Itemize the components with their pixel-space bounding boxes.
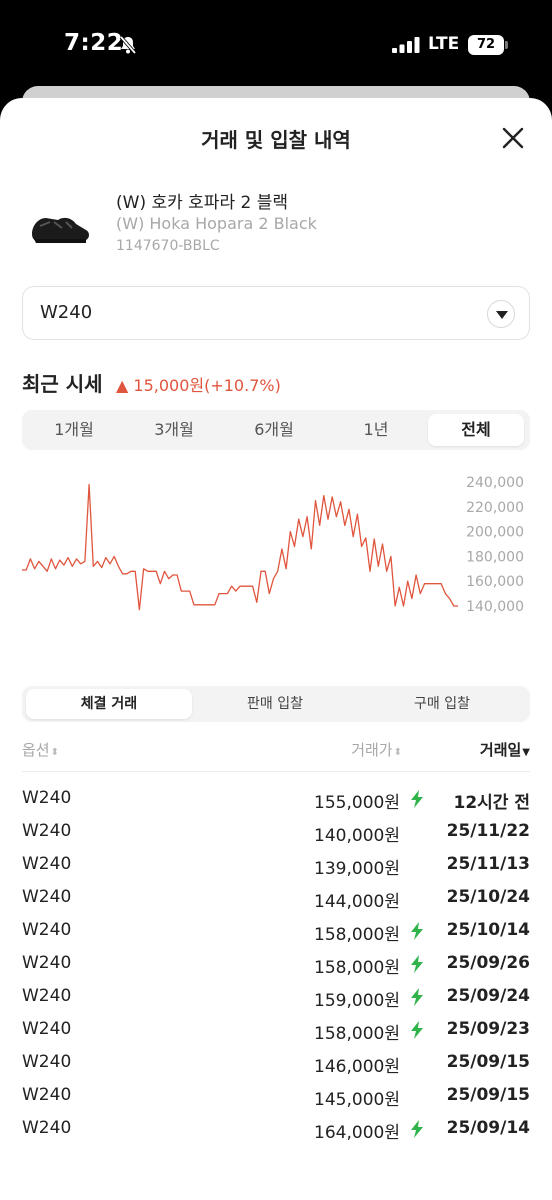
cell-date: 25/10/14 (446, 920, 530, 940)
cell-price: 158,000원 (314, 1024, 400, 1044)
tab-buy-bids[interactable]: 구매 입찰 (414, 696, 470, 712)
lightning-icon (411, 1021, 423, 1039)
y-tick-label: 220,000 (466, 500, 524, 516)
size-select[interactable]: W240 (22, 286, 530, 340)
cell-price: 145,000원 (314, 1090, 400, 1110)
cell-date: 25/09/14 (446, 1118, 530, 1138)
tab-1-year[interactable]: 1년 (363, 420, 389, 439)
period-tabs: 1개월 3개월 6개월 1년 전체 (22, 410, 530, 450)
bell-slash-icon (119, 35, 137, 55)
tab-1-month[interactable]: 1개월 (54, 420, 94, 439)
lightning-icon (411, 922, 423, 940)
y-tick-label: 180,000 (466, 549, 524, 565)
price-change: ▲ 15,000원(+10.7%) (116, 376, 281, 395)
lightning-icon (411, 790, 423, 808)
product-name-english: (W) Hoka Hopara 2 Black (116, 214, 317, 233)
header-price[interactable]: 거래가⬍ (351, 739, 402, 760)
cell-date: 25/09/15 (446, 1085, 530, 1105)
trade-tabs: 체결 거래 판매 입찰 구매 입찰 (22, 686, 530, 722)
product-name-korean: (W) 호카 호파라 2 블랙 (116, 193, 288, 213)
lightning-icon (411, 1120, 423, 1138)
cell-date: 25/09/15 (446, 1052, 530, 1072)
table-row: W240 158,000원 25/09/26 (22, 948, 530, 981)
tab-6-months[interactable]: 6개월 (254, 420, 294, 439)
table-header: 옵션⬍ 거래가⬍ 거래일▼ (22, 732, 530, 772)
cell-date: 25/10/24 (446, 887, 530, 907)
lightning-icon (411, 955, 423, 973)
header-date[interactable]: 거래일▼ (480, 739, 530, 760)
price-series-line (22, 483, 458, 611)
tab-3-months[interactable]: 3개월 (154, 420, 194, 439)
header-date-label: 거래일 (479, 741, 522, 759)
table-row: W240 146,000원 25/09/15 (22, 1047, 530, 1080)
sheet-title: 거래 및 입찰 내역 (201, 128, 351, 152)
cell-price: 146,000원 (314, 1057, 400, 1077)
product-code: 1147670-BBLC (116, 238, 220, 254)
cell-option: W240 (22, 953, 72, 973)
status-bar: 7:22 LTE 72 (0, 0, 552, 90)
y-tick-label: 140,000 (466, 599, 524, 615)
cell-price: 159,000원 (314, 991, 400, 1011)
table-row: W240 159,000원 25/09/24 (22, 981, 530, 1014)
chevron-down-icon[interactable] (487, 300, 515, 328)
table-row: W240 140,000원 25/11/22 (22, 816, 530, 849)
cell-option: W240 (22, 1052, 72, 1072)
trade-table: W240 155,000원 12시간 전 W240 140,000원 25/11/22 W2… (22, 783, 530, 1146)
sort-desc-icon: ▼ (522, 747, 530, 758)
table-row: W240 139,000원 25/11/13 (22, 849, 530, 882)
cell-price: 155,000원 (314, 793, 400, 813)
tab-completed-trades[interactable]: 체결 거래 (26, 689, 192, 719)
cell-date: 25/09/24 (446, 986, 530, 1006)
sort-icon: ⬍ (393, 747, 402, 758)
recent-price-title: 최근 시세 (22, 372, 103, 396)
cell-date: 25/09/23 (446, 1019, 530, 1039)
cell-option: W240 (22, 920, 72, 940)
signal-icon (392, 37, 420, 53)
y-tick-label: 240,000 (466, 475, 524, 491)
cell-option: W240 (22, 821, 72, 841)
size-select-value: W240 (40, 302, 93, 323)
cell-date: 25/11/13 (446, 854, 530, 874)
cell-option: W240 (22, 1019, 72, 1039)
table-row: W240 155,000원 12시간 전 (22, 783, 530, 816)
tab-all[interactable]: 전체 (428, 414, 524, 446)
table-row: W240 158,000원 25/09/23 (22, 1014, 530, 1047)
cell-date: 12시간 전 (453, 793, 531, 813)
cell-price: 164,000원 (314, 1123, 400, 1143)
cell-price: 140,000원 (314, 826, 400, 846)
cell-option: W240 (22, 854, 72, 874)
cell-price: 144,000원 (314, 892, 400, 912)
cell-option: W240 (22, 986, 72, 1006)
cell-date: 25/11/22 (446, 821, 530, 841)
close-icon[interactable] (500, 125, 526, 151)
cell-option: W240 (22, 887, 72, 907)
lightning-icon (411, 988, 423, 1006)
cell-price: 158,000원 (314, 925, 400, 945)
battery-icon: 72 (468, 35, 508, 55)
table-row: W240 144,000원 25/10/24 (22, 882, 530, 915)
status-time: 7:22 (64, 30, 124, 56)
table-row: W240 164,000원 25/09/14 (22, 1113, 530, 1146)
product-image (32, 217, 89, 243)
table-row: W240 158,000원 25/10/14 (22, 915, 530, 948)
tab-sell-bids[interactable]: 판매 입찰 (247, 696, 303, 712)
sort-icon: ⬍ (50, 747, 59, 758)
header-option-label: 옵션 (22, 741, 50, 759)
y-tick-label: 160,000 (466, 574, 524, 590)
cell-option: W240 (22, 1118, 72, 1138)
cell-price: 158,000원 (314, 958, 400, 978)
cell-date: 25/09/26 (446, 953, 530, 973)
table-row: W240 145,000원 25/09/15 (22, 1080, 530, 1113)
cell-option: W240 (22, 1085, 72, 1105)
network-label: LTE (428, 34, 460, 54)
cell-option: W240 (22, 788, 72, 808)
bottom-sheet (0, 98, 552, 1200)
cell-price: 139,000원 (314, 859, 400, 879)
header-price-label: 거래가 (351, 741, 393, 759)
y-axis-ticks: 240,000 220,000 200,000 180,000 160,000 140,0… (466, 475, 524, 615)
price-chart: 240,000 220,000 200,000 180,000 160,000 140,0… (22, 475, 524, 615)
y-tick-label: 200,000 (466, 525, 524, 541)
header-option[interactable]: 옵션⬍ (22, 739, 59, 760)
